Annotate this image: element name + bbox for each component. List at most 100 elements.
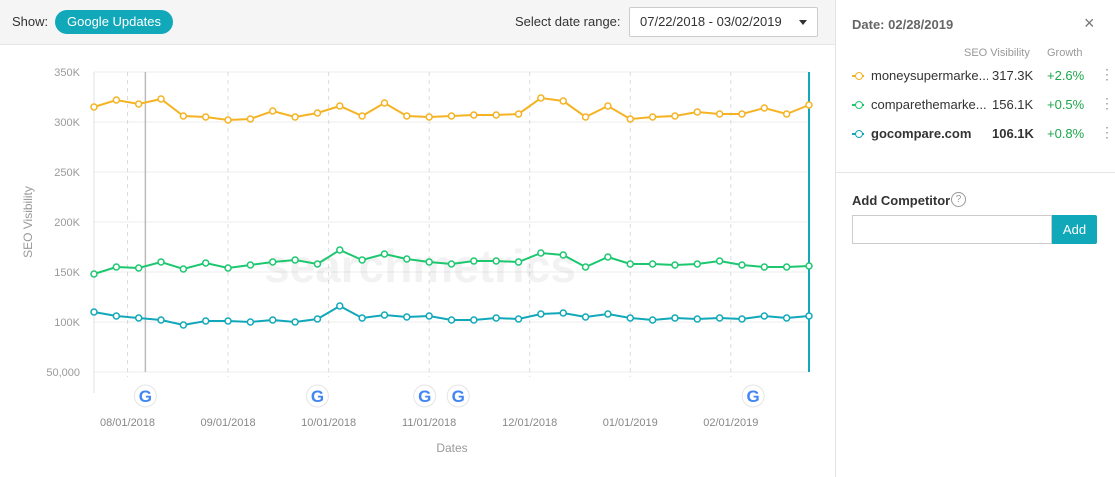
data-point	[112, 263, 121, 271]
chevron-down-icon	[799, 20, 807, 25]
google-update-marker	[305, 384, 329, 408]
competitor-row[interactable]: gocompare.com 106.1K +0.8% ⋮	[852, 124, 1114, 144]
add-competitor-input[interactable]	[852, 215, 1052, 244]
data-point	[693, 315, 702, 323]
data-point	[805, 262, 813, 270]
competitor-visibility: 106.1K	[992, 126, 1034, 141]
data-point	[269, 107, 277, 115]
x-tick-label: 11/01/2018	[402, 417, 456, 429]
data-point	[313, 109, 322, 117]
data-point	[246, 115, 255, 123]
google-icon: G	[311, 387, 324, 406]
data-point	[470, 111, 478, 119]
data-point	[403, 112, 411, 120]
x-tick-label: 12/01/2018	[502, 417, 557, 429]
data-point	[514, 258, 523, 266]
y-tick-label: 100K	[54, 317, 80, 329]
data-point	[671, 112, 679, 120]
date-range-label: Select date range:	[515, 14, 621, 29]
data-point	[134, 314, 143, 322]
data-point	[313, 260, 322, 268]
data-point	[380, 99, 389, 107]
y-tick-label: 200K	[54, 217, 80, 229]
competitor-visibility: 317.3K	[992, 68, 1034, 83]
data-point	[201, 113, 210, 121]
data-point	[715, 314, 724, 322]
google-icon: G	[139, 387, 152, 406]
add-competitor-button[interactable]: Add	[1052, 215, 1097, 244]
x-axis-title: Dates	[436, 441, 467, 455]
data-point	[291, 113, 299, 121]
searchmetrics-watermark: searchmetrics	[264, 240, 576, 292]
data-point	[157, 316, 165, 324]
more-options-icon[interactable]: ⋮	[1100, 95, 1114, 111]
google-update-marker	[741, 384, 765, 408]
google-icon: G	[452, 387, 465, 406]
data-point	[782, 263, 791, 271]
x-tick-label: 01/01/2019	[603, 417, 658, 429]
data-point	[112, 312, 121, 320]
data-point	[514, 110, 523, 118]
chart-svg[interactable]: 350K 300K 250K 200K 150K 100K 50,000 08/01/2018…	[0, 46, 835, 477]
data-point	[559, 97, 567, 105]
data-point	[157, 258, 165, 266]
data-point	[224, 116, 232, 124]
competitor-name: moneysupermarke...	[871, 68, 988, 83]
data-point	[537, 94, 545, 102]
data-point	[224, 264, 232, 272]
data-point	[336, 102, 344, 110]
data-point	[358, 256, 366, 264]
data-point	[760, 312, 769, 320]
y-tick-label: 50,000	[46, 367, 80, 379]
help-icon[interactable]: ?	[951, 192, 966, 207]
competitor-growth: +2.6%	[1047, 68, 1085, 83]
data-point	[425, 312, 433, 320]
data-point	[179, 265, 188, 273]
close-icon[interactable]: ×	[1084, 13, 1095, 33]
data-point	[224, 317, 232, 325]
more-options-icon[interactable]: ⋮	[1100, 124, 1114, 140]
data-point	[648, 113, 657, 121]
data-point	[760, 263, 769, 271]
data-point	[671, 261, 679, 269]
data-point	[760, 104, 769, 112]
toolbar: Show: Google Updates Select date range: …	[0, 0, 835, 45]
google-update-marker	[446, 384, 470, 408]
data-point	[403, 255, 411, 263]
seo-visibility-chart[interactable]: 350K 300K 250K 200K 150K 100K 50,000 08/01/2018…	[0, 46, 835, 477]
data-point	[470, 257, 478, 265]
data-point	[782, 314, 791, 322]
data-point	[447, 316, 456, 324]
data-point	[269, 258, 277, 266]
data-point	[738, 261, 746, 269]
data-point	[537, 310, 545, 318]
data-point	[201, 259, 210, 267]
data-point	[648, 260, 657, 268]
data-point	[246, 261, 255, 269]
x-tick-label: 09/01/2018	[201, 417, 256, 429]
x-tick-label: 02/01/2019	[703, 417, 758, 429]
competitor-visibility: 156.1K	[992, 97, 1034, 112]
y-tick-label: 150K	[54, 267, 80, 279]
competitor-row[interactable]: comparethemarke... 156.1K +0.5% ⋮	[852, 95, 1114, 115]
data-point	[626, 314, 634, 322]
add-competitor-label: Add Competitor	[852, 193, 951, 208]
data-point	[604, 310, 612, 318]
google-updates-toggle[interactable]: Google Updates	[55, 10, 173, 34]
data-point	[380, 311, 389, 319]
data-point	[648, 316, 657, 324]
data-point	[201, 317, 210, 325]
data-point	[715, 110, 724, 118]
competitor-growth: +0.8%	[1047, 126, 1085, 141]
date-range-value: 07/22/2018 - 03/02/2019	[640, 14, 782, 29]
more-options-icon[interactable]: ⋮	[1100, 66, 1114, 82]
data-point	[336, 246, 344, 254]
competitor-row[interactable]: moneysupermarke... 317.3K +2.6% ⋮	[852, 66, 1114, 86]
date-range-select[interactable]: 07/22/2018 - 03/02/2019	[629, 7, 818, 37]
data-point	[358, 314, 366, 322]
line-marker-icon	[852, 72, 864, 80]
google-update-marker	[133, 384, 157, 408]
y-axis-title: SEO Visibility	[21, 186, 35, 258]
competitor-name: gocompare.com	[871, 126, 972, 141]
data-point	[380, 250, 389, 258]
